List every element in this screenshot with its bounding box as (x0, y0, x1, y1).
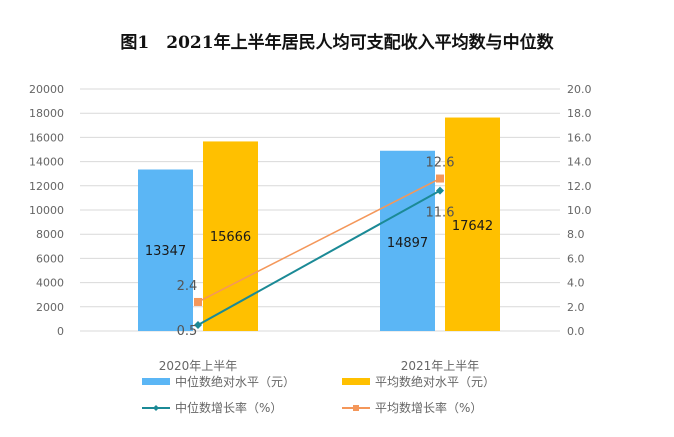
bar-data-label: 13347 (145, 244, 186, 259)
category-label: 2020年上半年 (159, 359, 238, 373)
right-axis-tick: 14.0 (567, 156, 592, 169)
right-axis-tick: 20.0 (567, 83, 592, 96)
line-data-label: 12.6 (426, 156, 455, 171)
bar (445, 117, 500, 331)
left-axis-tick: 8000 (36, 228, 64, 241)
line-point (436, 186, 444, 195)
right-axis-tick: 0.0 (567, 325, 585, 338)
legend-marker (353, 405, 359, 411)
legend-marker (153, 405, 159, 411)
legend-swatch (142, 378, 170, 385)
right-axis-tick: 8.0 (567, 228, 585, 241)
bar (138, 169, 193, 331)
chart-title: 图1 2021年上半年居民人均可支配收入平均数与中位数 (120, 33, 554, 53)
bar-data-label: 17642 (452, 219, 493, 234)
right-axis-tick: 10.0 (567, 204, 592, 217)
left-axis-tick: 18000 (29, 107, 64, 120)
line-series (197, 189, 441, 326)
line-data-label: 0.5 (177, 324, 198, 339)
legend-label: 平均数绝对水平（元） (375, 374, 495, 389)
bar-data-label: 14897 (387, 236, 428, 251)
left-axis-tick: 14000 (29, 156, 64, 169)
left-axis-tick: 2000 (36, 301, 64, 314)
legend-label: 平均数增长率（%） (375, 400, 482, 415)
right-axis-tick: 4.0 (567, 277, 585, 290)
left-axis-tick: 16000 (29, 131, 64, 144)
line-data-label: 11.6 (426, 206, 455, 221)
line-data-label: 2.4 (177, 279, 198, 294)
left-axis-tick: 12000 (29, 180, 64, 193)
line-point (194, 320, 202, 329)
bar (203, 141, 258, 331)
right-axis-tick: 6.0 (567, 252, 585, 265)
right-axis-tick: 12.0 (567, 180, 592, 193)
category-label: 2021年上半年 (401, 359, 480, 373)
left-axis-tick: 4000 (36, 277, 64, 290)
legend-label: 中位数增长率（%） (175, 400, 282, 415)
legend-label: 中位数绝对水平（元） (175, 374, 295, 389)
left-axis-tick: 6000 (36, 252, 64, 265)
line-series (197, 177, 441, 303)
right-axis-tick: 18.0 (567, 107, 592, 120)
legend-swatch (342, 378, 370, 385)
line-point (436, 174, 444, 183)
bar (380, 150, 435, 331)
left-axis-tick: 10000 (29, 204, 64, 217)
left-axis-tick: 0 (57, 325, 64, 338)
line-point (194, 297, 202, 306)
bar-data-label: 15666 (210, 230, 251, 245)
left-axis-tick: 20000 (29, 83, 64, 96)
right-axis-tick: 2.0 (567, 301, 585, 314)
right-axis-tick: 16.0 (567, 131, 592, 144)
